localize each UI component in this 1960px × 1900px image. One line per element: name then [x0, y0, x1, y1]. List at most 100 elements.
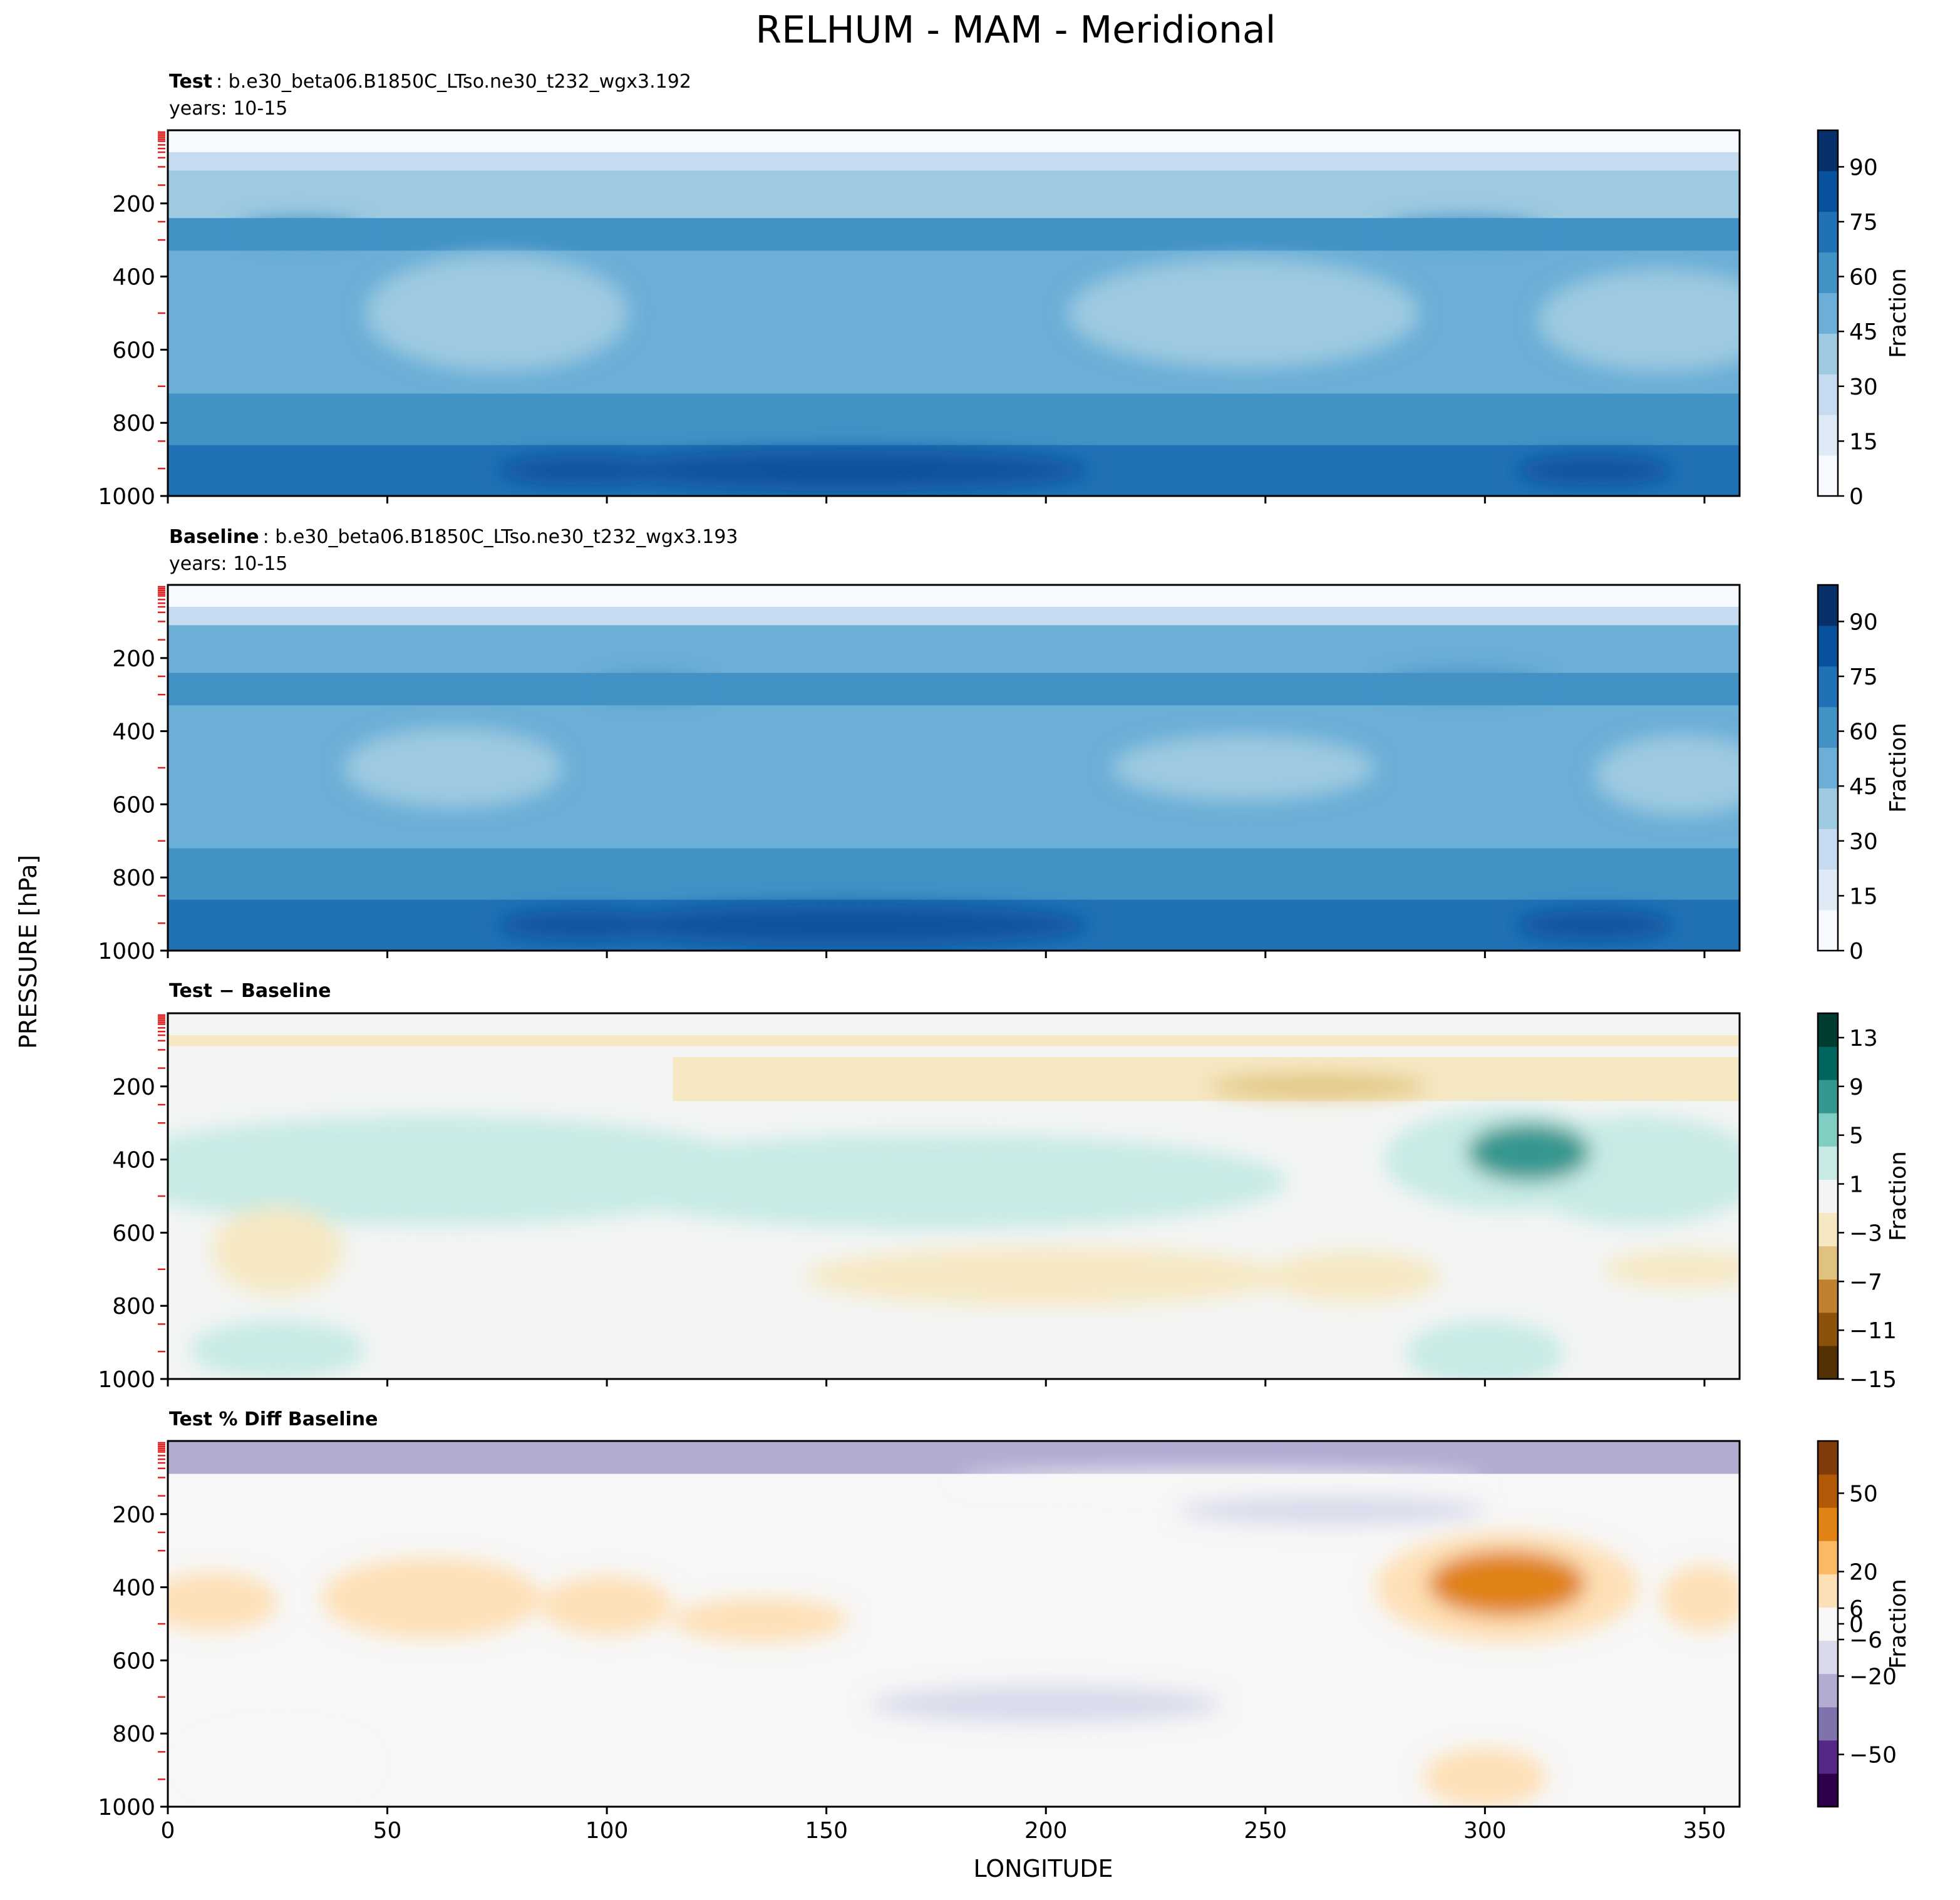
plot-frame — [167, 584, 1741, 952]
contour-feature — [1428, 1551, 1586, 1617]
contour-feature — [598, 677, 704, 698]
colorbar-tick-label: −6 — [1849, 1628, 1882, 1653]
colorbar-tick-label: 45 — [1849, 774, 1878, 800]
field-band — [168, 625, 1740, 673]
contour-feature — [190, 1320, 366, 1379]
colorbar: 13 9 5 1 −3 −7 −11 −15 Fraction — [1817, 1012, 1911, 1393]
contour-feature — [497, 455, 673, 485]
contour-feature — [554, 1152, 660, 1196]
x-tick-label: 50 — [373, 1818, 402, 1844]
y-tick-label: 600 — [112, 338, 155, 363]
heatmap-area — [168, 585, 1740, 951]
field-band — [168, 170, 1740, 219]
colorbar-tick-label: 20 — [1849, 1560, 1878, 1586]
colorbar-segment — [1818, 1773, 1838, 1807]
figure-title: RELHUM - MAM - Meridional — [756, 8, 1276, 52]
colorbar-segment — [1818, 130, 1838, 172]
contour-feature — [1112, 735, 1376, 801]
panel-baseline: Baseline: b.e30_beta06.B1850C_LTso.ne30_… — [98, 526, 1911, 964]
colorbar-segment — [1818, 455, 1838, 497]
y-tick-label: 200 — [112, 1502, 155, 1528]
colorbar-tick-label: 0 — [1849, 939, 1864, 964]
y-tick-label: 1000 — [98, 1367, 155, 1393]
y-tick-label: 800 — [112, 411, 155, 436]
colorbar-segment — [1818, 1640, 1838, 1675]
colorbar-tick-label: −3 — [1849, 1221, 1882, 1246]
heatmap-area — [168, 1013, 1740, 1379]
panel-diff: Test − Baseline 200 400 600 800 1000 13 9 5 1 −3… — [98, 980, 1911, 1393]
colorbar-segment — [1818, 1740, 1838, 1774]
field-band — [168, 585, 1740, 596]
plot-frame — [167, 129, 1741, 497]
colorbar-frame — [1817, 129, 1839, 497]
y-tick-label: 600 — [112, 1648, 155, 1674]
y-tick-label: 200 — [112, 646, 155, 672]
colorbar-segment — [1818, 1706, 1838, 1741]
x-axis-label: LONGITUDE — [973, 1855, 1113, 1882]
colorbar-tick-label: 1 — [1849, 1172, 1864, 1198]
contour-feature — [1265, 1251, 1442, 1303]
y-tick-label: 800 — [112, 865, 155, 891]
colorbar-segment — [1818, 252, 1838, 294]
colorbar-segment — [1818, 1279, 1838, 1313]
panel-pctdiff: Test % Diff Baseline 0 50 100 150 200 250 300 3… — [98, 1408, 1911, 1844]
colorbar-tick-label: 30 — [1849, 374, 1878, 400]
x-tick-label: 300 — [1463, 1818, 1507, 1844]
colorbar-segment — [1818, 869, 1838, 911]
contour-feature — [1594, 735, 1740, 815]
colorbar-segment — [1818, 211, 1838, 253]
colorbar-tick-label: −7 — [1849, 1269, 1882, 1295]
plot-frame — [167, 1440, 1741, 1808]
panel-title: Test − Baseline — [169, 980, 331, 1002]
contour-feature — [168, 1572, 278, 1631]
colorbar-tick-label: 0 — [1849, 1612, 1864, 1638]
field-band — [168, 848, 1740, 900]
colorbar-segment — [1818, 1212, 1838, 1247]
contour-feature — [321, 1557, 541, 1639]
colorbar-segment — [1818, 747, 1838, 788]
y-tick-label: 400 — [112, 1576, 155, 1601]
y-tick-label: 200 — [112, 1075, 155, 1100]
colorbar-tick-label: 6 — [1849, 1596, 1864, 1622]
colorbar-segment — [1818, 1113, 1838, 1147]
field-band — [168, 596, 1740, 607]
panel-title: Test: b.e30_beta06.B1850C_LTso.ne30_t232… — [169, 71, 691, 93]
panel-title: Test % Diff Baseline — [169, 1408, 378, 1430]
colorbar-segment — [1818, 1013, 1838, 1047]
colorbar-segment — [1818, 829, 1838, 870]
field-band — [168, 1035, 1740, 1046]
contour-feature — [343, 727, 564, 808]
colorbar-label: Fraction — [1885, 1579, 1911, 1669]
plot-frame — [167, 1012, 1741, 1380]
colorbar-segment — [1818, 374, 1838, 415]
contour-feature — [1177, 1495, 1485, 1526]
colorbar-tick-label: −50 — [1849, 1743, 1897, 1768]
colorbar-segment — [1818, 1080, 1838, 1113]
field-band — [168, 607, 1740, 626]
x-tick-label: 0 — [161, 1818, 175, 1844]
contour-feature — [681, 1177, 840, 1215]
y-tick-label: 400 — [112, 1148, 155, 1174]
colorbar-tick-label: 30 — [1849, 829, 1878, 855]
contour-feature — [1537, 269, 1740, 372]
x-tick-label: 100 — [585, 1818, 629, 1844]
field-band — [168, 141, 1740, 153]
feature-layer — [343, 673, 1740, 946]
axes: 200 400 600 800 1000 — [98, 1014, 1706, 1393]
x-tick-label: 250 — [1244, 1818, 1287, 1844]
colorbar-segment — [1818, 1474, 1838, 1508]
colorbar-tick-label: −15 — [1849, 1367, 1897, 1393]
colorbar-segment — [1818, 415, 1838, 456]
field-band — [168, 1474, 1740, 1492]
y-axis-label: PRESSURE [hPa] — [14, 855, 42, 1049]
contour-feature — [238, 219, 361, 240]
y-tick-label: 600 — [112, 1221, 155, 1246]
colorbar-segment — [1818, 1673, 1838, 1708]
panel-title-bold: Baseline — [169, 526, 259, 548]
contour-feature — [190, 1733, 366, 1792]
contour-feature — [673, 1598, 848, 1643]
x-tick-label: 350 — [1683, 1818, 1726, 1844]
y-tick-label: 800 — [112, 1722, 155, 1747]
contour-feature — [1208, 1075, 1428, 1098]
